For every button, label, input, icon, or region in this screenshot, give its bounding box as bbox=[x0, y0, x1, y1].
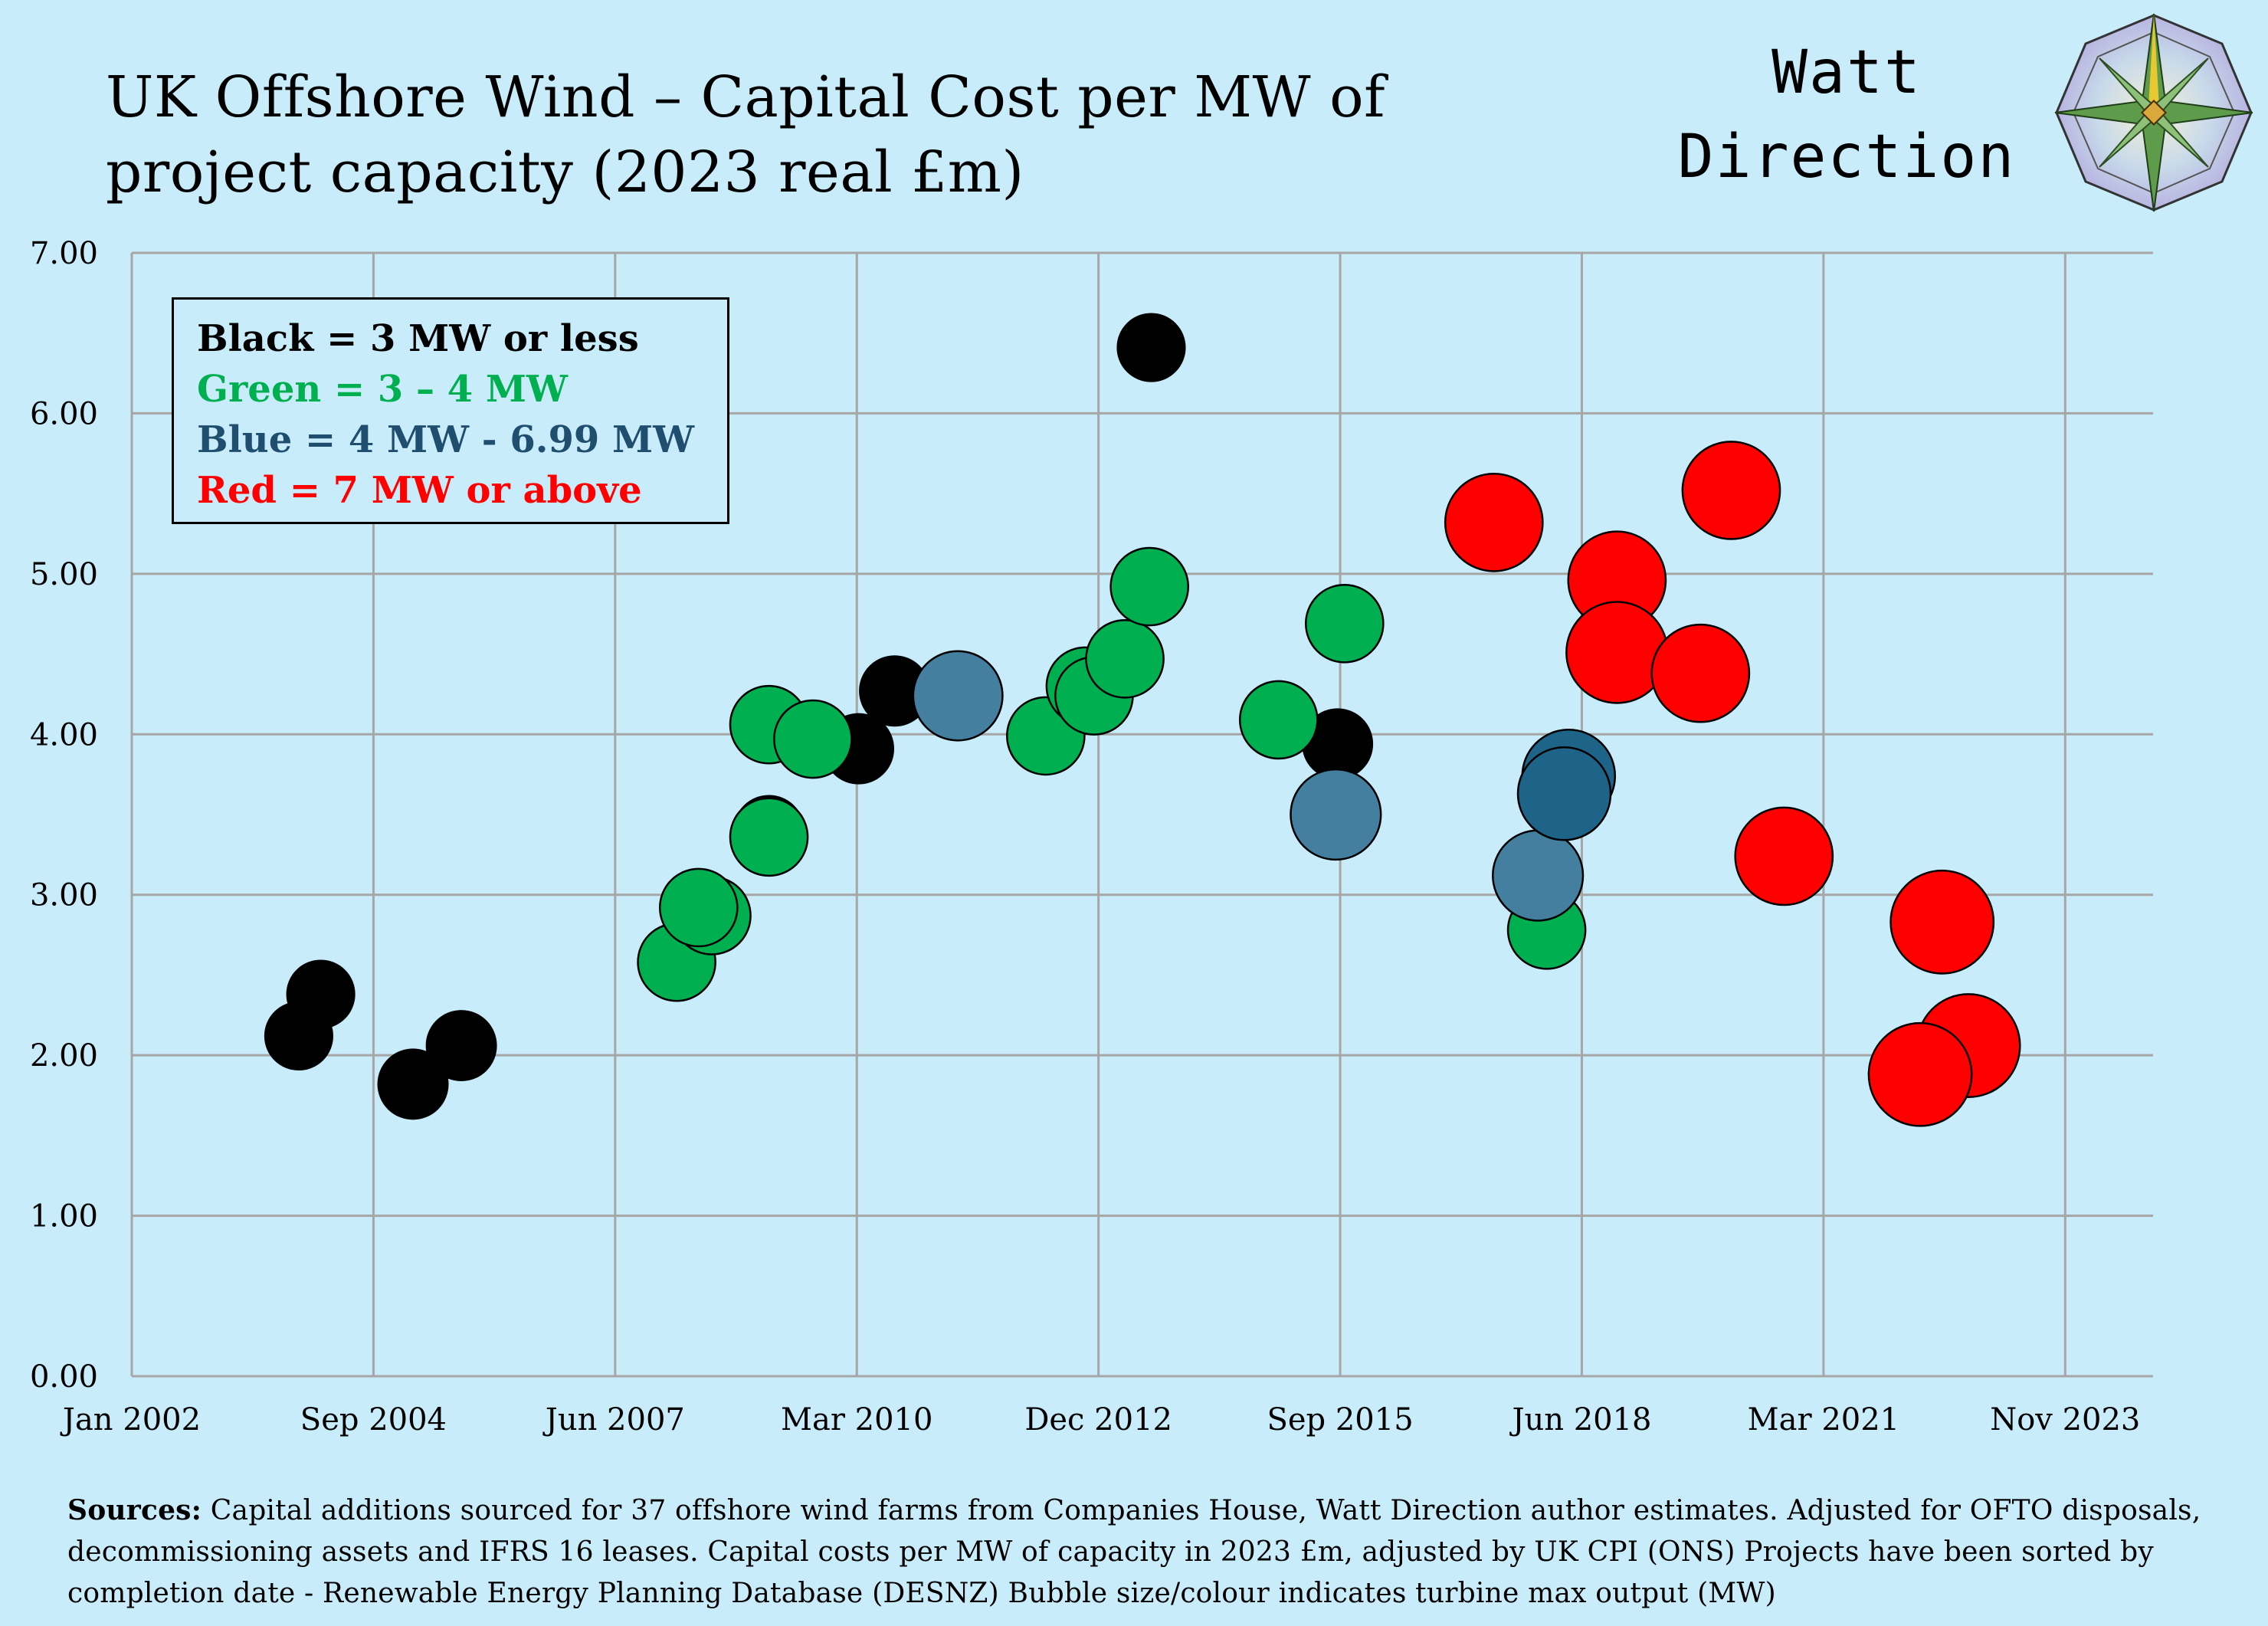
data-point-green bbox=[773, 699, 853, 779]
data-point-red bbox=[1889, 869, 1995, 975]
data-point-black bbox=[286, 959, 356, 1029]
y-tick-label: 5.00 bbox=[30, 557, 98, 592]
data-point-red bbox=[1565, 601, 1669, 704]
data-point-red bbox=[1681, 441, 1781, 540]
data-point-black bbox=[377, 1048, 449, 1120]
data-point-blue bbox=[912, 650, 1004, 742]
data-point-blue bbox=[1516, 746, 1612, 841]
y-tick-label: 0.00 bbox=[30, 1359, 98, 1395]
brand-line-1: Watt bbox=[1771, 38, 1922, 107]
x-tick-label: Sep 2004 bbox=[300, 1402, 447, 1438]
y-tick-label: 7.00 bbox=[30, 236, 98, 271]
chart-legend: Black = 3 MW or less Green = 3 – 4 MW Bl… bbox=[172, 297, 729, 524]
x-tick-label: Jun 2007 bbox=[542, 1402, 685, 1438]
sources-text: Capital additions sourced for 37 offshor… bbox=[67, 1495, 2201, 1609]
sources-note: Sources: Capital additions sourced for 3… bbox=[67, 1490, 2213, 1615]
data-point-green bbox=[1304, 583, 1385, 664]
compass-rose-icon bbox=[2054, 13, 2253, 212]
legend-item-green: Green = 3 – 4 MW bbox=[197, 368, 568, 411]
chart-title: UK Offshore Wind – Capital Cost per MW o… bbox=[106, 60, 1385, 210]
legend-item-red: Red = 7 MW or above bbox=[197, 469, 642, 512]
x-tick-label: Sep 2015 bbox=[1267, 1402, 1413, 1438]
data-point-green bbox=[1238, 680, 1319, 760]
data-point-green bbox=[729, 797, 809, 877]
chart-title-line-2: project capacity (2023 real £m) bbox=[106, 139, 1024, 205]
x-tick-label: Jun 2018 bbox=[1509, 1402, 1651, 1438]
sources-label: Sources: bbox=[67, 1494, 202, 1526]
y-tick-label: 4.00 bbox=[30, 717, 98, 752]
brand-name: Watt Direction bbox=[1655, 31, 2038, 199]
x-tick-label: Jan 2002 bbox=[60, 1402, 201, 1438]
data-point-red bbox=[1650, 623, 1751, 723]
chart-axes: 0.00 1.00 2.00 3.00 4.00 5.00 6.00 7.00 Jan 2002… bbox=[30, 236, 2140, 1438]
x-tick-label: Mar 2010 bbox=[781, 1402, 932, 1438]
data-point-red bbox=[1444, 472, 1544, 572]
y-tick-label: 1.00 bbox=[30, 1199, 98, 1234]
data-point-green bbox=[658, 867, 739, 948]
chart-data-points bbox=[264, 313, 2021, 1127]
x-tick-label: Mar 2021 bbox=[1748, 1402, 1899, 1438]
x-tick-label: Dec 2012 bbox=[1024, 1402, 1172, 1438]
chart-title-line-1: UK Offshore Wind – Capital Cost per MW o… bbox=[106, 64, 1386, 130]
y-tick-label: 3.00 bbox=[30, 878, 98, 913]
x-tick-label: Nov 2023 bbox=[1990, 1402, 2140, 1438]
y-tick-label: 2.00 bbox=[30, 1038, 98, 1074]
data-point-black bbox=[425, 1010, 497, 1082]
data-point-green bbox=[1109, 546, 1189, 627]
data-point-black bbox=[1116, 313, 1186, 382]
data-point-green bbox=[1085, 619, 1165, 699]
y-tick-label: 6.00 bbox=[30, 396, 98, 431]
data-point-red bbox=[1734, 806, 1834, 906]
data-point-blue bbox=[1492, 829, 1585, 922]
data-point-blue bbox=[1290, 768, 1382, 861]
brand-line-2: Direction bbox=[1677, 123, 2016, 192]
legend-item-black: Black = 3 MW or less bbox=[197, 317, 639, 360]
legend-item-blue: Blue = 4 MW - 6.99 MW bbox=[197, 418, 695, 461]
data-point-red bbox=[1867, 1021, 1973, 1127]
